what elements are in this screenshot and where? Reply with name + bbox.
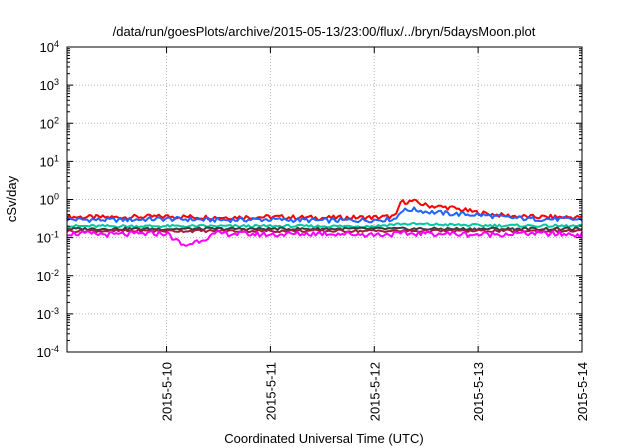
x-tick-label: 2015-5-10	[160, 362, 175, 421]
y-tick-label: 10-3	[37, 306, 59, 322]
x-tick-label: 2015-5-12	[367, 362, 382, 421]
series-line	[66, 221, 583, 229]
x-tick-label: 2015-5-11	[263, 362, 278, 420]
plot-frame	[66, 46, 583, 353]
series-group	[66, 198, 583, 247]
y-tick-label: 100	[40, 192, 59, 208]
y-tick-label: 104	[40, 39, 59, 55]
y-tick-label: 10-1	[37, 230, 59, 246]
y-tick-label: 10-2	[37, 268, 59, 284]
series-line	[66, 206, 583, 224]
series-line	[66, 226, 583, 232]
x-tick-label: 2015-5-13	[471, 362, 486, 421]
x-axis-label: Coordinated Universal Time (UTC)	[224, 431, 423, 446]
series-line	[66, 229, 583, 247]
y-tick-label: 103	[40, 77, 59, 93]
x-tick-labels: 2015-5-10 2015-5-11 2015-5-12 2015-5-13 2015…	[160, 362, 590, 421]
y-tick-label: 10-4	[37, 344, 59, 360]
axis-ticks	[67, 46, 583, 353]
y-tick-labels: 10-4 10-3 10-2 10-1 100 101 102 103 104	[37, 39, 59, 360]
chart-title: /data/run/goesPlots/archive/2015-05-13/2…	[113, 24, 536, 39]
y-axis-label: cSv/day	[4, 175, 19, 222]
x-tick-label: 2015-5-14	[575, 362, 590, 421]
y-tick-label: 102	[40, 115, 59, 131]
y-tick-label: 101	[40, 153, 59, 169]
gridlines	[67, 47, 582, 352]
